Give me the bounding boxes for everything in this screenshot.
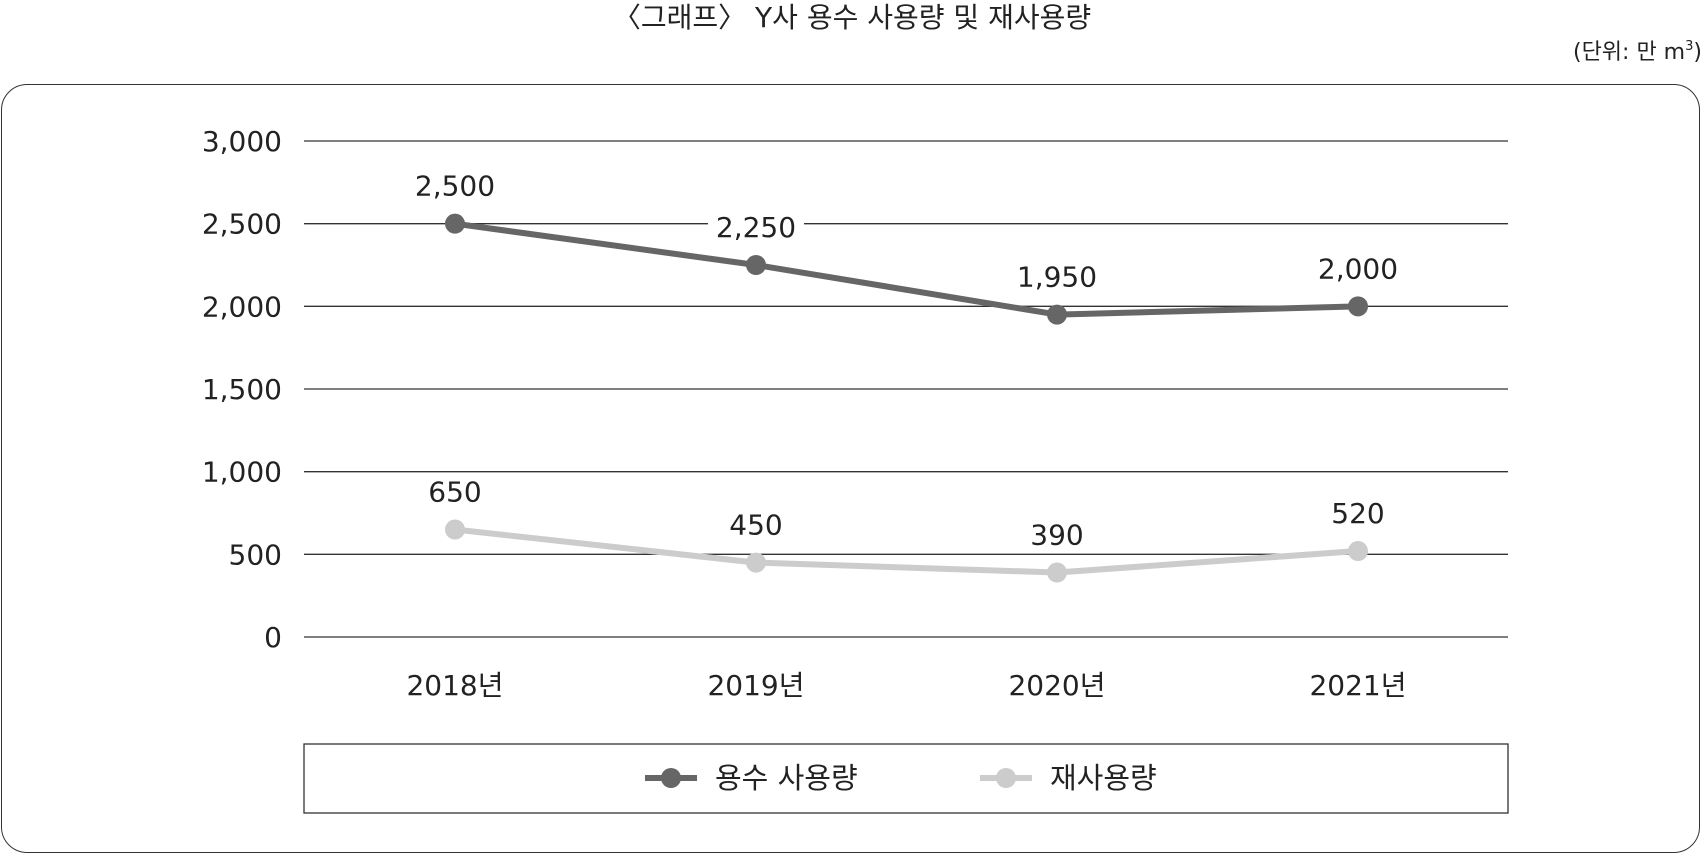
chart-frame [1,84,1700,853]
data-label: 650 [428,476,481,509]
series-line [454,220,1359,318]
series-line [454,526,1359,576]
chart-title: 〈그래프〉 Y사 용수 사용량 및 재사용량 [612,1,1092,34]
data-point [1348,296,1368,317]
x-tick-label: 2020년 [1008,669,1105,702]
data-label: 520 [1331,497,1384,530]
data-label: 450 [729,509,782,542]
data-label: 390 [1030,519,1083,552]
data-label: 2,000 [1318,252,1398,285]
legend-label: 용수 사용량 [715,761,858,795]
y-tick-label: 2,500 [202,208,282,241]
y-tick-label: 500 [229,538,282,571]
legend-box [303,743,1509,814]
y-tick-label: 3,000 [202,125,282,158]
data-label: 1,950 [1017,261,1097,294]
legend-marker [661,768,681,788]
data-label: 2,250 [716,211,796,244]
y-tick-label: 1,500 [202,373,282,406]
data-point [445,519,465,540]
data-point [1047,562,1067,583]
legend-label: 재사용량 [1050,761,1157,795]
data-label-bg [708,211,804,243]
x-tick-label: 2018년 [406,669,503,702]
unit-superscript: 3 [1685,39,1694,54]
x-tick-label: 2019년 [707,669,804,702]
data-point [445,213,465,234]
unit-text: (단위: 만 m [1572,40,1686,65]
y-tick-label: 1,000 [202,456,282,489]
data-point [1047,304,1067,325]
unit-label: (단위: 만 m3) [1573,32,1702,68]
data-point [1348,541,1368,562]
data-point [746,255,766,275]
data-label: 2,500 [415,170,495,203]
y-tick-label: 0 [264,621,282,654]
x-tick-label: 2021년 [1309,669,1406,702]
unit-close: ) [1693,40,1702,65]
y-tick-label: 2,000 [202,290,282,323]
legend-marker [996,768,1016,788]
data-point [746,552,766,573]
